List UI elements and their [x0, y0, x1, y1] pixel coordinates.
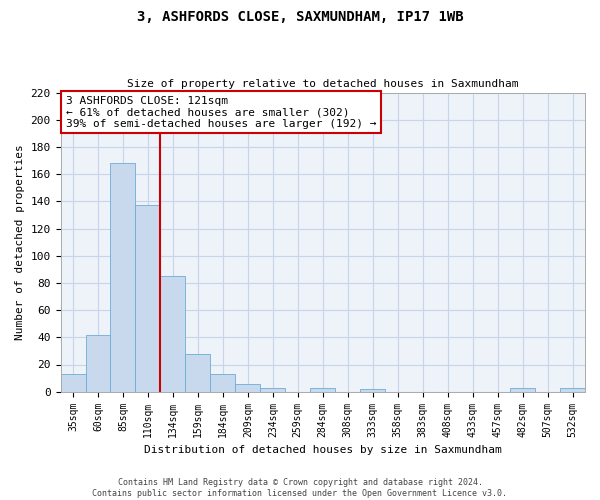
- X-axis label: Distribution of detached houses by size in Saxmundham: Distribution of detached houses by size …: [144, 445, 502, 455]
- Bar: [260, 388, 286, 392]
- Bar: [61, 374, 86, 392]
- Bar: [110, 164, 136, 392]
- Bar: [136, 206, 160, 392]
- Bar: [235, 384, 260, 392]
- Bar: [185, 354, 211, 392]
- Text: 3 ASHFORDS CLOSE: 121sqm
← 61% of detached houses are smaller (302)
39% of semi-: 3 ASHFORDS CLOSE: 121sqm ← 61% of detach…: [66, 96, 376, 128]
- Bar: [510, 388, 535, 392]
- Bar: [211, 374, 235, 392]
- Bar: [560, 388, 585, 392]
- Title: Size of property relative to detached houses in Saxmundham: Size of property relative to detached ho…: [127, 79, 518, 89]
- Bar: [310, 388, 335, 392]
- Bar: [86, 334, 110, 392]
- Text: 3, ASHFORDS CLOSE, SAXMUNDHAM, IP17 1WB: 3, ASHFORDS CLOSE, SAXMUNDHAM, IP17 1WB: [137, 10, 463, 24]
- Y-axis label: Number of detached properties: Number of detached properties: [15, 144, 25, 340]
- Bar: [160, 276, 185, 392]
- Text: Contains HM Land Registry data © Crown copyright and database right 2024.
Contai: Contains HM Land Registry data © Crown c…: [92, 478, 508, 498]
- Bar: [360, 389, 385, 392]
